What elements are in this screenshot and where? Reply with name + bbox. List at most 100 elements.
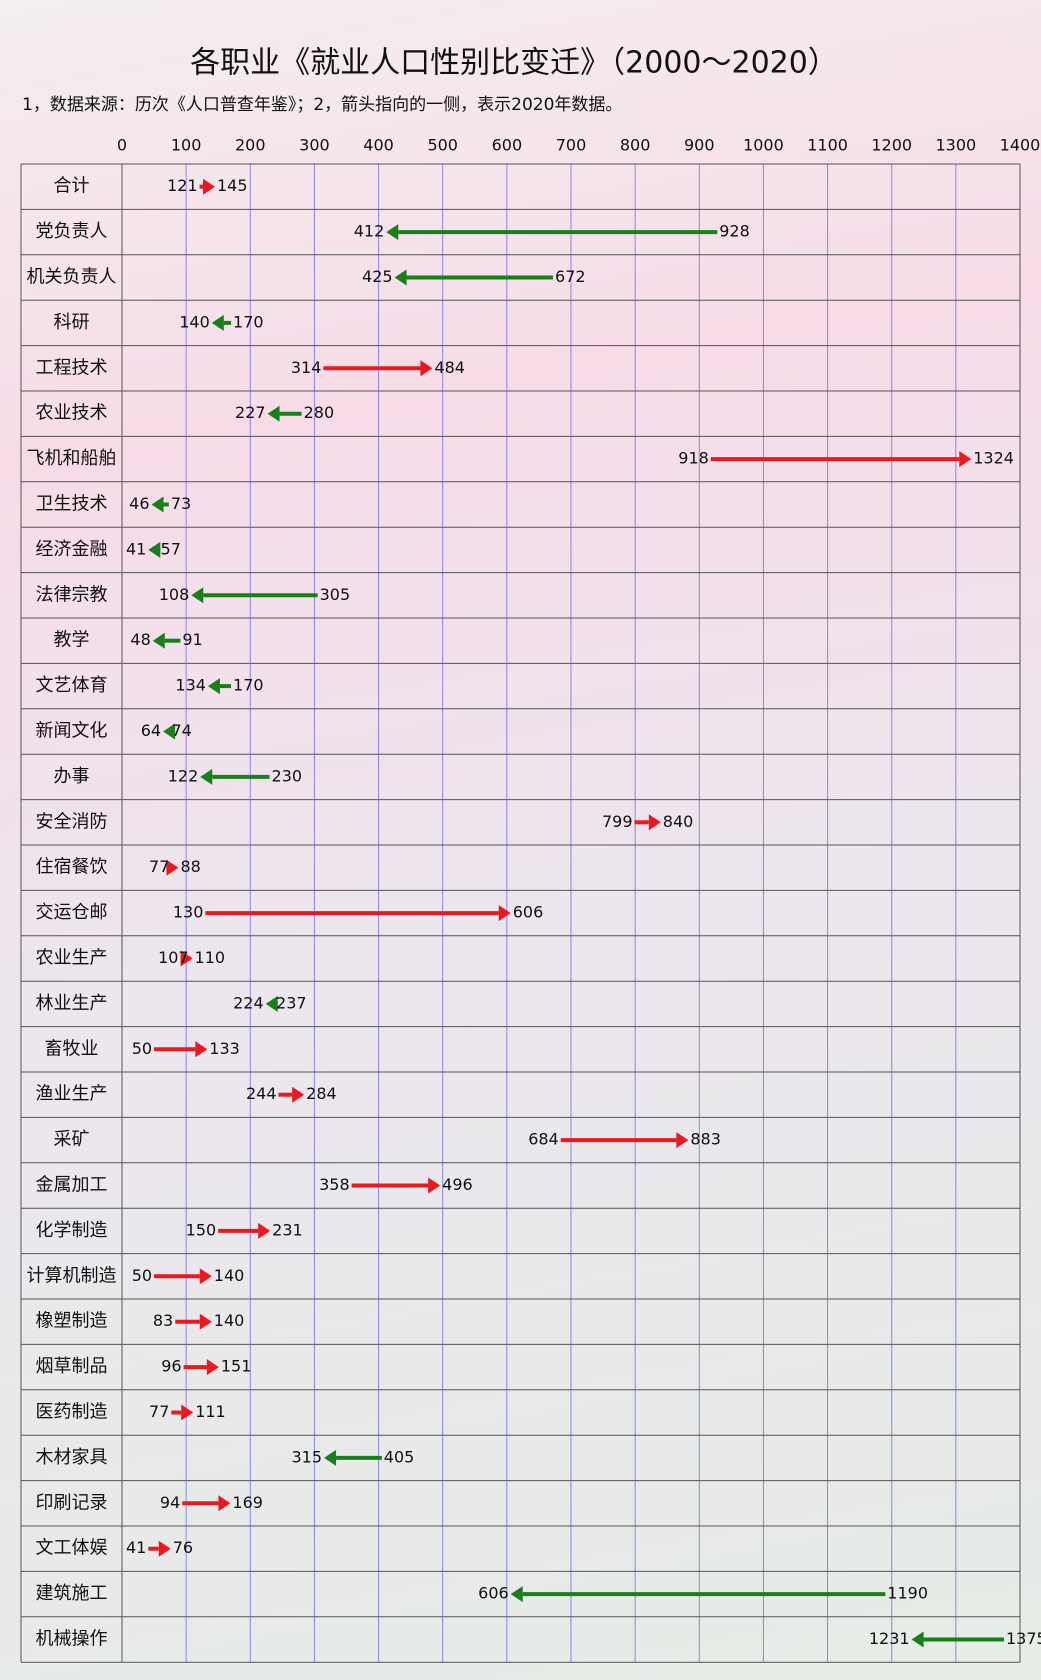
arrow-head [195,1041,208,1058]
category-label: 办事 [54,766,90,787]
value-label: 46 [129,494,149,513]
x-tick-label: 1400 [1000,136,1041,155]
x-tick-label: 1000 [743,136,784,155]
x-tick-label: 800 [620,136,651,155]
category-label: 橡塑制造 [36,1311,108,1332]
value-label: 76 [173,1538,193,1557]
value-label: 96 [161,1357,181,1376]
category-label: 印刷记录 [36,1492,108,1513]
category-label: 采矿 [54,1129,90,1150]
arrow-head [394,269,407,286]
x-tick-label: 600 [492,136,523,155]
value-label: 88 [180,857,200,876]
value-label: 50 [132,1266,152,1285]
value-label: 121 [167,176,198,195]
value-label: 50 [132,1039,152,1058]
category-label: 林业生产 [36,993,108,1014]
arrow-head [148,541,161,558]
arrow-head [199,1268,212,1285]
arrow-head [959,451,972,468]
value-label: 91 [182,630,202,649]
value-label: 672 [555,267,586,286]
category-label: 农业技术 [36,403,108,424]
value-label: 145 [217,176,248,195]
arrow-head [181,1404,194,1421]
category-label: 住宿餐饮 [36,857,108,878]
value-label: 358 [319,1175,350,1194]
arrow-head [158,1540,171,1557]
value-label: 237 [276,993,307,1012]
value-label: 150 [186,1220,217,1239]
value-label: 280 [304,403,335,422]
category-label: 机关负责人 [27,267,117,288]
value-label: 405 [384,1447,415,1466]
value-label: 77 [149,857,169,876]
value-label: 133 [209,1039,240,1058]
x-tick-label: 700 [556,136,587,155]
value-label: 684 [528,1130,559,1149]
value-label: 484 [434,358,465,377]
arrow-head [163,723,176,740]
category-label: 新闻文化 [36,721,108,742]
category-label: 农业生产 [36,948,108,969]
arrow-head [386,224,399,241]
arrow-head [180,950,193,967]
value-label: 883 [690,1130,721,1149]
value-label: 314 [291,358,322,377]
value-label: 1324 [973,449,1014,468]
value-label: 134 [175,676,206,695]
value-label: 315 [292,1447,323,1466]
arrow-head [203,178,216,195]
category-label: 教学 [54,630,90,651]
category-label: 合计 [54,176,90,197]
arrow-head [498,905,511,922]
value-label: 111 [195,1402,226,1421]
value-label: 64 [141,721,161,740]
value-label: 41 [126,539,146,558]
value-label: 107 [158,948,189,967]
arrow-head [211,314,224,331]
arrow-head [218,1495,231,1512]
category-label: 飞机和船舶 [27,448,117,469]
value-label: 1231 [869,1629,910,1648]
arrow-head [911,1631,924,1648]
x-tick-label: 100 [171,136,202,155]
category-label: 医药制造 [36,1402,108,1423]
value-label: 94 [160,1493,180,1512]
value-label: 606 [478,1584,509,1603]
x-tick-label: 0 [117,136,127,155]
arrow-head [151,496,164,513]
x-tick-label: 200 [235,136,266,155]
value-label: 918 [678,449,709,468]
value-label: 108 [159,585,190,604]
x-tick-label: 400 [363,136,394,155]
arrow-head [200,768,213,785]
arrow-head [292,1086,305,1103]
value-label: 57 [161,539,181,558]
arrow-head [207,678,220,695]
value-label: 840 [663,812,694,831]
category-label: 文艺体育 [36,675,108,696]
value-label: 496 [442,1175,473,1194]
arrow-head [152,632,165,649]
value-label: 110 [195,948,226,967]
category-label: 文工体娱 [36,1538,108,1559]
x-tick-label: 1100 [807,136,848,155]
value-label: 140 [214,1266,245,1285]
value-label: 122 [168,766,199,785]
value-label: 151 [221,1357,252,1376]
chart-subtitle: 1，数据来源：历次《人口普查年鉴》；2，箭头指向的一侧，表示2020年数据。 [22,95,622,115]
category-label: 交运仓邮 [36,902,108,923]
value-label: 425 [362,267,393,286]
category-label: 化学制造 [36,1220,108,1241]
value-label: 1190 [887,1584,928,1603]
category-label: 经济金融 [36,539,108,560]
value-label: 412 [354,222,385,241]
category-label: 法律宗教 [36,584,108,605]
arrow-head [258,1222,271,1239]
category-label: 科研 [54,312,90,333]
category-label: 畜牧业 [45,1038,99,1059]
value-label: 231 [272,1220,303,1239]
